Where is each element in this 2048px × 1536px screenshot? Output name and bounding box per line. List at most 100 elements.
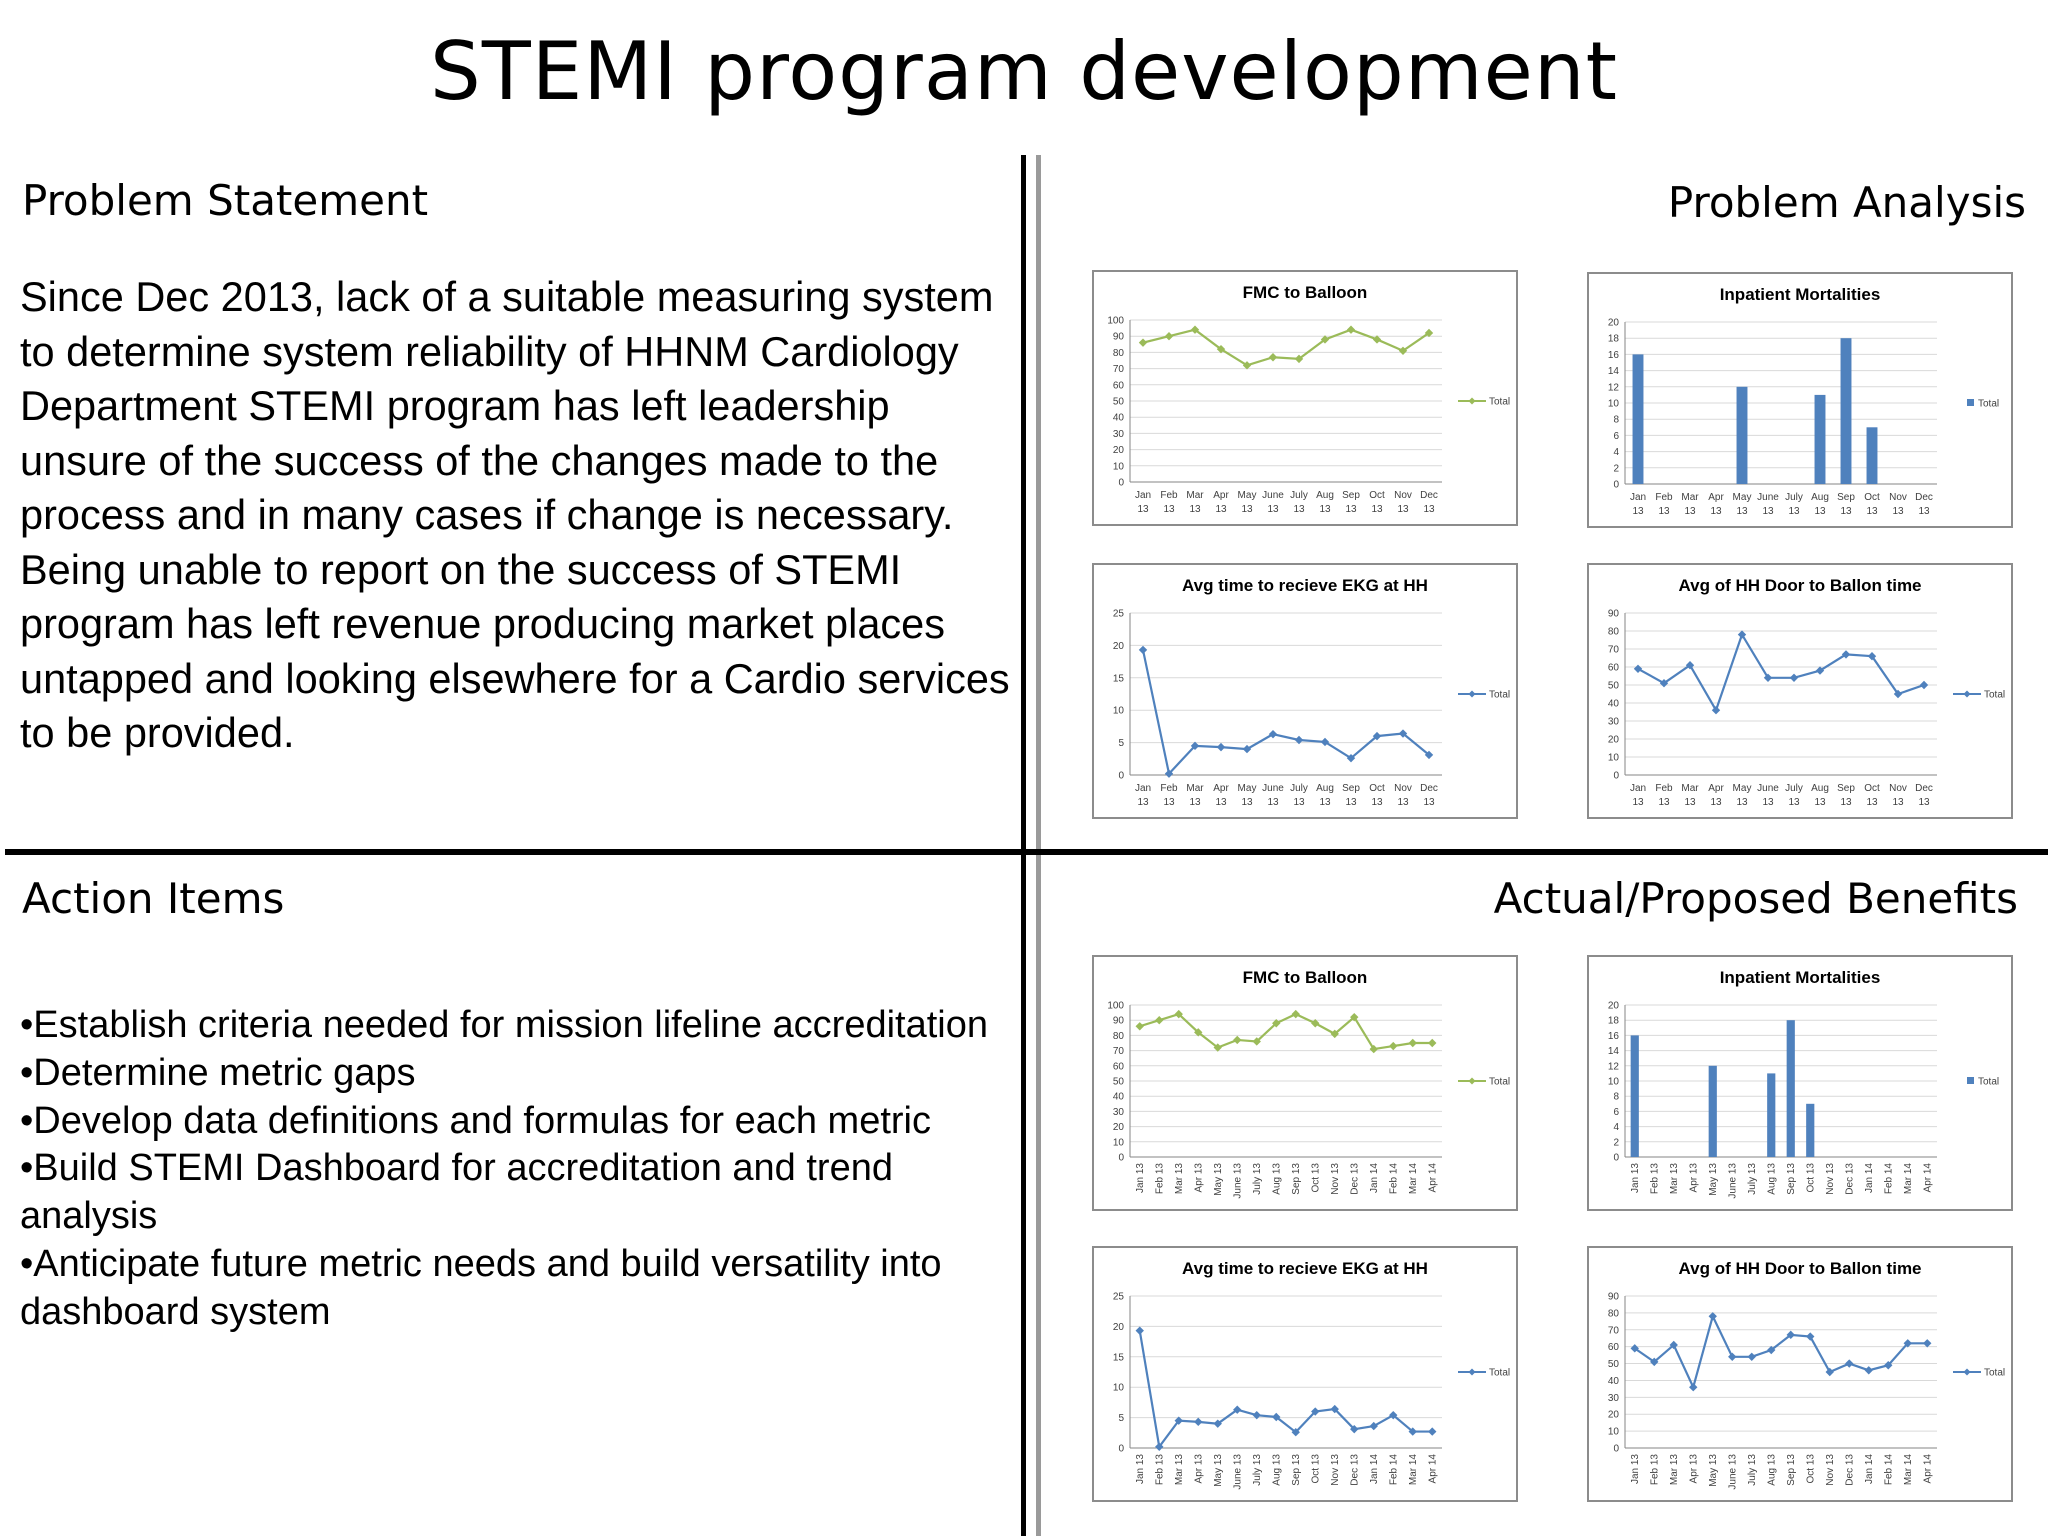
y-tick-label: 4 (1613, 1122, 1619, 1133)
x-tick-label: May (1733, 783, 1752, 794)
chart-svg: Avg time to recieve EKG at HH 0 5 10 15 20 25 J… (1113, 1259, 1510, 1490)
x-tick-label: Apr 14 (1922, 1163, 1933, 1193)
y-tick-label: 80 (1608, 1308, 1620, 1319)
data-point (1786, 1330, 1795, 1340)
data-point (1294, 354, 1304, 364)
chart-avg-ekg-time: Avg time to recieve EKG at HH 0 5 10 15 20 25 J… (1092, 563, 1518, 819)
data-point (1919, 680, 1929, 690)
y-tick-label: 2 (1613, 463, 1619, 474)
x-tick-label: Oct (1369, 783, 1385, 794)
x-tick-label: 13 (1163, 504, 1175, 515)
x-tick-label: Mar (1186, 783, 1204, 794)
data-point (1747, 1352, 1756, 1361)
x-tick-label: Oct 13 (1805, 1454, 1816, 1484)
x-tick-label: Mar (1186, 490, 1204, 501)
y-tick-label: 0 (1613, 1153, 1619, 1164)
data-point (1174, 1009, 1183, 1019)
x-tick-label: Feb (1160, 783, 1178, 794)
y-tick-label: 0 (1613, 480, 1619, 491)
data-point (1841, 650, 1851, 659)
x-tick-label: Feb 13 (1649, 1163, 1660, 1195)
y-tick-label: 20 (1608, 735, 1620, 746)
x-tick-label: July 13 (1252, 1454, 1263, 1486)
y-tick-label: 16 (1608, 1031, 1620, 1042)
data-point (1272, 1019, 1281, 1028)
y-tick-label: 60 (1608, 1342, 1620, 1353)
x-tick-label: Dec (1915, 492, 1933, 503)
x-tick-label: June (1757, 492, 1779, 503)
problem-statement-heading: Problem Statement (22, 176, 429, 225)
x-tick-label: Feb 13 (1154, 1454, 1165, 1486)
x-tick-label: 13 (1892, 797, 1904, 808)
data-point (1135, 1022, 1144, 1031)
legend-label: Total (1978, 1077, 1999, 1088)
bar (1806, 1103, 1815, 1157)
x-tick-label: Apr 14 (1922, 1454, 1933, 1484)
y-tick-label: 18 (1608, 1016, 1620, 1027)
x-tick-label: Dec 13 (1349, 1163, 1360, 1195)
chart-svg: Avg of HH Door to Ballon time 0 10 20 30 40 50… (1608, 1259, 2005, 1490)
y-tick-label: 10 (1113, 1383, 1125, 1394)
x-tick-label: Feb 13 (1649, 1454, 1660, 1486)
vertical-divider-shadow (1036, 155, 1041, 1536)
x-tick-label: Nov 13 (1825, 1163, 1836, 1195)
y-tick-label: 30 (1608, 1393, 1620, 1404)
x-tick-label: Mar 14 (1408, 1163, 1419, 1195)
x-tick-label: Nov (1394, 783, 1412, 794)
x-tick-label: 13 (1137, 504, 1149, 515)
chart-title: Avg of HH Door to Ballon time (1678, 576, 1921, 595)
data-point (1138, 338, 1148, 347)
data-point (1190, 325, 1200, 334)
legend-marker (1963, 1368, 1971, 1376)
data-point (1242, 361, 1252, 370)
x-tick-label: Aug 13 (1766, 1163, 1777, 1195)
x-tick-label: June 13 (1727, 1163, 1738, 1199)
data-point (1428, 1427, 1437, 1436)
x-tick-label: Apr 13 (1688, 1163, 1699, 1193)
x-tick-label: 13 (1658, 797, 1670, 808)
data-point (1389, 1410, 1398, 1420)
y-tick-label: 0 (1118, 1153, 1124, 1164)
x-tick-label: 13 (1215, 797, 1227, 808)
y-tick-label: 20 (1608, 1001, 1620, 1012)
x-tick-label: Aug (1811, 783, 1829, 794)
legend-label: Total (1984, 690, 2005, 701)
chart-avg-door-to-balloon: Avg of HH Door to Ballon time 0 10 20 30 40 50… (1587, 563, 2013, 819)
x-tick-label: Mar 13 (1174, 1454, 1185, 1486)
x-tick-label: Sep (1342, 490, 1360, 501)
bar (1767, 1073, 1776, 1157)
legend-marker (1468, 1368, 1476, 1376)
y-tick-label: 2 (1613, 1137, 1619, 1148)
x-tick-label: 13 (1762, 797, 1774, 808)
action-items-list: •Establish criteria needed for mission l… (20, 1002, 1010, 1337)
benefits-heading: Actual/Proposed Benefits (1493, 874, 2018, 923)
y-tick-label: 40 (1608, 699, 1620, 710)
legend-label: Total (1489, 397, 1510, 408)
x-tick-label: Sep 13 (1786, 1163, 1797, 1195)
y-tick-label: 30 (1608, 717, 1620, 728)
x-tick-label: Sep 13 (1291, 1454, 1302, 1486)
y-tick-label: 14 (1608, 366, 1620, 377)
chart-fmc-to-balloon-benefits: FMC to Balloon 0 10 20 30 40 50 60 70 80 90 100 Jan … (1092, 955, 1518, 1211)
legend-swatch (1967, 399, 1974, 406)
x-tick-label: Jan 13 (1135, 1454, 1146, 1484)
x-tick-label: Oct 13 (1310, 1454, 1321, 1484)
data-point (1252, 1410, 1261, 1420)
data-point (1389, 1041, 1398, 1051)
data-point (1633, 664, 1643, 673)
x-tick-label: 13 (1423, 797, 1435, 808)
data-point (1138, 645, 1148, 655)
x-tick-label: Mar 14 (1903, 1163, 1914, 1195)
y-tick-label: 0 (1613, 1444, 1619, 1455)
y-tick-label: 8 (1613, 415, 1619, 426)
x-tick-label: 13 (1319, 504, 1331, 515)
x-tick-label: Jan (1135, 783, 1151, 794)
x-tick-label: 13 (1293, 797, 1305, 808)
vertical-divider (1021, 155, 1026, 1536)
bar (1786, 1020, 1795, 1157)
y-tick-label: 10 (1608, 399, 1620, 410)
x-tick-label: Dec 13 (1349, 1454, 1360, 1486)
data-point (1630, 1344, 1639, 1353)
x-tick-label: 13 (1241, 797, 1253, 808)
bar (1632, 354, 1644, 484)
